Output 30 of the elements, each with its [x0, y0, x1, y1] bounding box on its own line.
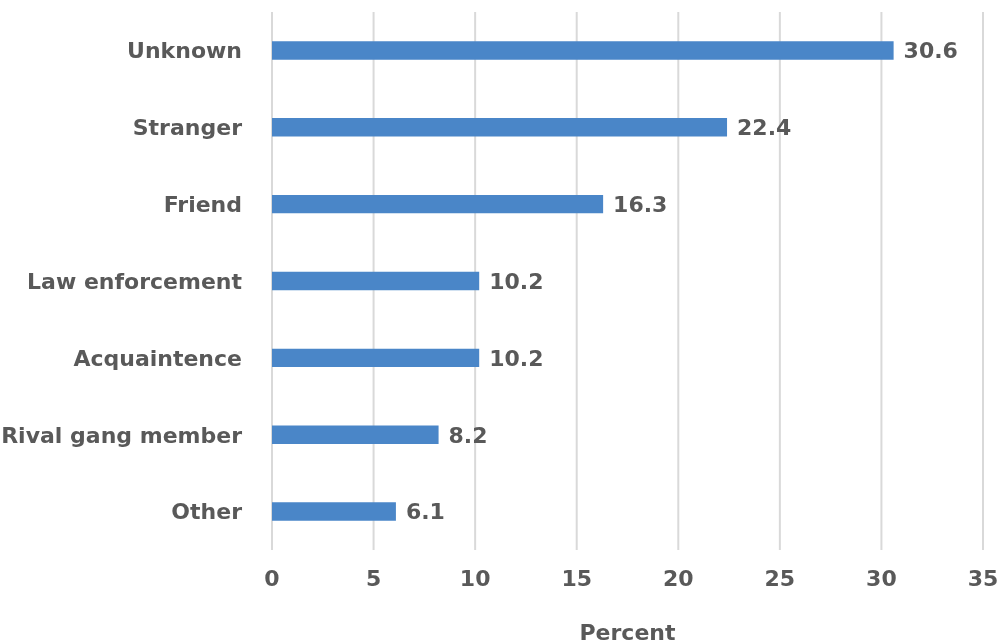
bar	[272, 41, 894, 60]
data-label: 22.4	[737, 115, 792, 141]
data-label: 30.6	[903, 38, 958, 64]
x-tick-label: 10	[459, 565, 491, 591]
x-tick-label: 35	[967, 565, 999, 591]
x-tick-label: 0	[264, 565, 280, 591]
data-label: 8.2	[448, 422, 488, 448]
x-tick-label: 5	[365, 565, 382, 591]
y-tick-label: Law enforcement	[27, 268, 243, 294]
bar	[272, 502, 396, 521]
y-tick-label: Unknown	[127, 38, 242, 64]
y-tick-label: Stranger	[132, 115, 243, 141]
data-label: 16.3	[613, 191, 668, 217]
x-tick-label: 20	[662, 565, 694, 591]
data-label: 10.2	[489, 268, 544, 294]
bar	[272, 194, 604, 214]
bar	[272, 118, 728, 137]
bar	[272, 271, 480, 291]
x-tick-label: 15	[561, 565, 593, 591]
x-axis-title: Percent	[579, 620, 676, 642]
bar	[272, 425, 439, 444]
x-tick-label: 25	[764, 565, 796, 591]
y-tick-label: Other	[171, 499, 243, 525]
y-tick-label: Acquaintence	[73, 345, 242, 371]
x-tick-label: 30	[866, 565, 897, 591]
y-tick-label: Rival gang member	[1, 422, 243, 448]
y-tick-label: Friend	[163, 191, 242, 217]
data-label: 10.2	[489, 345, 544, 371]
bar	[272, 348, 480, 368]
data-label: 6.1	[405, 499, 445, 525]
